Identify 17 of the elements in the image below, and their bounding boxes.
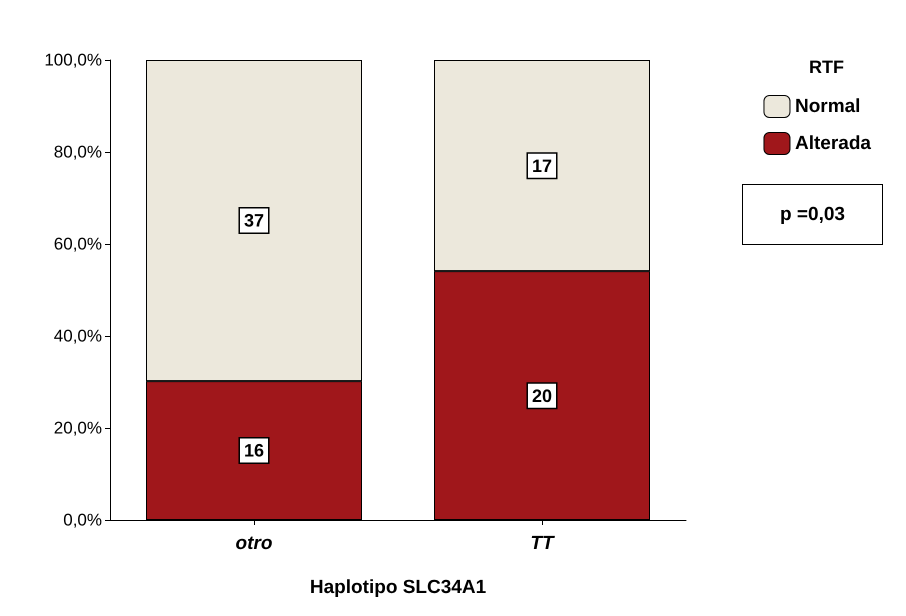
y-tick-label: 40,0% — [54, 326, 102, 346]
x-tick-label: TT — [530, 533, 555, 554]
y-tick-label: 60,0% — [54, 234, 102, 254]
x-tick-label: otro — [236, 533, 272, 554]
y-tick-label: 100,0% — [44, 50, 102, 70]
annotation: 37 — [244, 210, 264, 231]
legend-label: Alterada — [794, 133, 872, 154]
y-tick-label: 0,0% — [63, 510, 102, 530]
legend-label: Normal — [794, 96, 860, 117]
annotation: 20 — [532, 386, 552, 406]
x-axis-title: Haplotipo SLC34A1 — [310, 577, 487, 598]
y-tick-label: 20,0% — [54, 418, 102, 438]
annotation: 16 — [244, 440, 264, 461]
y-tick-label: 80,0% — [54, 142, 102, 162]
annotation: 17 — [532, 156, 552, 176]
legend-title: RTF — [809, 57, 844, 77]
text: p =0,03 — [780, 204, 845, 225]
